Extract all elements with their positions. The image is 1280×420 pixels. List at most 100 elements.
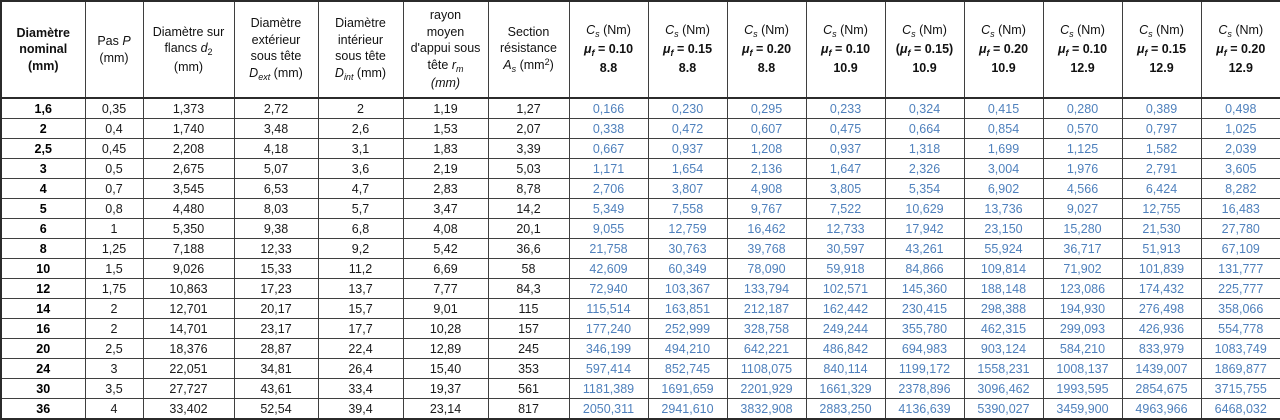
cell-r3-c3: 5,07 (233, 158, 319, 179)
header-line: Cs (Nm) (1218, 23, 1264, 40)
cell-r10-c3: 20,17 (233, 298, 319, 319)
cell-r14-c14: 2854,675 (1121, 378, 1202, 399)
table-row-m12: 12 1,75 10,863 17,23 13,7 7,77 84,3 72,940 103,3… (0, 278, 1280, 299)
cell-r14-c3: 43,61 (233, 378, 319, 399)
cell-r5-c2: 4,480 (142, 198, 235, 219)
cell-r5-c15: 16,483 (1200, 198, 1280, 219)
cell-r10-c13: 194,930 (1042, 298, 1123, 319)
cell-r3-c6: 5,03 (487, 158, 570, 179)
cell-r2-c14: 1,582 (1121, 138, 1202, 159)
cell-r5-c0: 5 (0, 198, 86, 219)
cell-r1-c6: 2,07 (487, 118, 570, 139)
cell-r7-c2: 7,188 (142, 238, 235, 259)
cell-r6-c12: 23,150 (963, 218, 1044, 239)
cell-r7-c14: 51,913 (1121, 238, 1202, 259)
cell-r7-c1: 1,25 (84, 238, 144, 259)
cell-r15-c6: 817 (487, 398, 570, 420)
column-header-diametre-interieur-sous-tete: Diamètre intérieur sous tête Dint (mm) (317, 0, 404, 99)
cell-r10-c0: 14 (0, 298, 86, 319)
column-header-diametre-sur-flancs: Diamètre sur flancs d2 (mm) (142, 0, 235, 99)
cell-r0-c6: 1,27 (487, 97, 570, 119)
header-line: résistance (500, 41, 557, 56)
cell-r1-c13: 0,570 (1042, 118, 1123, 139)
cell-r7-c13: 36,717 (1042, 238, 1123, 259)
header-line: Cs (Nm) (823, 23, 868, 40)
cell-r8-c6: 58 (487, 258, 570, 279)
cell-r13-c13: 1008,137 (1042, 358, 1123, 379)
table-row-m30: 30 3,5 27,727 43,61 33,4 19,37 561 1181,389 1691… (0, 378, 1280, 399)
cell-r3-c0: 3 (0, 158, 86, 179)
column-header-cs-mu015-8-8: Cs (Nm) μf = 0.15 8.8 (647, 0, 728, 99)
header-line: μf = 0.15 (1136, 42, 1187, 59)
cell-r6-c14: 21,530 (1121, 218, 1202, 239)
cell-r5-c12: 13,736 (963, 198, 1044, 219)
column-header-cs-mu015-10-9: Cs (Nm) (μf = 0.15) 10.9 (884, 0, 965, 99)
cell-r11-c7: 177,240 (568, 318, 649, 339)
column-header-cs-mu015-12-9: Cs (Nm) μf = 0.15 12.9 (1121, 0, 1202, 99)
cell-r3-c14: 2,791 (1121, 158, 1202, 179)
header-line: Section (507, 24, 550, 39)
cell-r3-c13: 1,976 (1042, 158, 1123, 179)
cell-r15-c8: 2941,610 (647, 398, 728, 420)
table-row-m20: 20 2,5 18,376 28,87 22,4 12,89 245 346,199 494,2… (0, 338, 1280, 359)
cell-r2-c11: 1,318 (884, 138, 965, 159)
header-line: Diamètre sur (152, 24, 225, 39)
cell-r9-c1: 1,75 (84, 278, 144, 299)
cell-r12-c10: 486,842 (805, 338, 886, 359)
cell-r12-c9: 642,221 (726, 338, 807, 359)
cell-r8-c0: 10 (0, 258, 86, 279)
cell-r10-c6: 115 (487, 298, 570, 319)
cell-r5-c8: 7,558 (647, 198, 728, 219)
cell-r1-c15: 1,025 (1200, 118, 1280, 139)
cell-r0-c11: 0,324 (884, 97, 965, 119)
cell-r5-c7: 5,349 (568, 198, 649, 219)
cell-r2-c0: 2,5 (0, 138, 86, 159)
cell-r11-c4: 17,7 (317, 318, 404, 339)
header-line: Cs (Nm) (981, 23, 1026, 40)
cell-r7-c12: 55,924 (963, 238, 1044, 259)
cell-r10-c4: 15,7 (317, 298, 404, 319)
header-line: μf = 0.20 (978, 42, 1029, 59)
cell-r6-c8: 12,759 (647, 218, 728, 239)
header-line: μf = 0.10 (820, 42, 871, 59)
cell-r1-c10: 0,475 (805, 118, 886, 139)
cell-r15-c12: 5390,027 (963, 398, 1044, 420)
table-row-m5: 5 0,8 4,480 8,03 5,7 3,47 14,2 5,349 7,558 9,767 7… (0, 198, 1280, 219)
table-row-m3: 3 0,5 2,675 5,07 3,6 2,19 5,03 1,171 1,654 2,136 1… (0, 158, 1280, 179)
cell-r2-c13: 1,125 (1042, 138, 1123, 159)
table-row-m1-6: 1,6 0,35 1,373 2,72 2 1,19 1,27 0,166 0,230 0,295… (0, 97, 1280, 119)
cell-r14-c9: 2201,929 (726, 378, 807, 399)
cell-r3-c7: 1,171 (568, 158, 649, 179)
cell-r11-c0: 16 (0, 318, 86, 339)
header-line: Dint (mm) (334, 65, 387, 82)
cell-r4-c0: 4 (0, 178, 86, 199)
header-line: sous tête (250, 49, 302, 64)
cell-r8-c1: 1,5 (84, 258, 144, 279)
cell-r12-c5: 12,89 (402, 338, 489, 359)
cell-r0-c8: 0,230 (647, 97, 728, 119)
cell-r2-c1: 0,45 (84, 138, 144, 159)
cell-r5-c5: 3,47 (402, 198, 489, 219)
cell-r0-c5: 1,19 (402, 97, 489, 119)
table-row-m24: 24 3 22,051 34,81 26,4 15,40 353 597,414 852,745… (0, 358, 1280, 379)
cell-r9-c0: 12 (0, 278, 86, 299)
header-line: 10.9 (912, 61, 937, 76)
cell-r9-c3: 17,23 (233, 278, 319, 299)
cell-r0-c12: 0,415 (963, 97, 1044, 119)
cell-r7-c11: 43,261 (884, 238, 965, 259)
cell-r14-c8: 1691,659 (647, 378, 728, 399)
cell-r4-c10: 3,805 (805, 178, 886, 199)
cell-r11-c13: 299,093 (1042, 318, 1123, 339)
column-header-diametre-nominal: Diamètre nominal (mm) (0, 0, 86, 99)
header-line: μf = 0.15 (662, 42, 713, 59)
cell-r0-c2: 1,373 (142, 97, 235, 119)
cell-r8-c8: 60,349 (647, 258, 728, 279)
cell-r15-c1: 4 (84, 398, 144, 420)
header-line: 8.8 (599, 61, 618, 76)
cell-r1-c4: 2,6 (317, 118, 404, 139)
cell-r13-c15: 1869,877 (1200, 358, 1280, 379)
cell-r15-c4: 39,4 (317, 398, 404, 420)
table-row-m2: 2 0,4 1,740 3,48 2,6 1,53 2,07 0,338 0,472 0,607 0… (0, 118, 1280, 139)
cell-r5-c11: 10,629 (884, 198, 965, 219)
